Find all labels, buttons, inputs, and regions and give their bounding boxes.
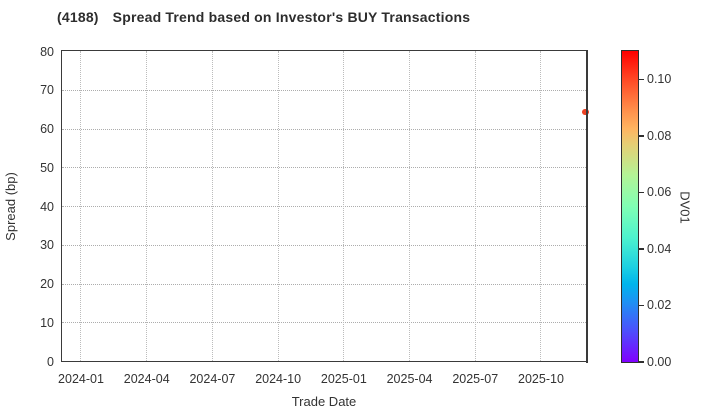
y-tick-label: 20: [40, 277, 54, 291]
y-tick-label: 0: [47, 354, 54, 369]
y-tick-label: 10: [40, 315, 54, 330]
v-gridline: [277, 51, 279, 361]
h-gridline: [62, 128, 586, 130]
h-gridline: [62, 244, 586, 246]
x-tick-label: 2024-01: [58, 372, 104, 386]
colorbar: [621, 50, 639, 363]
y-tick-label: 70: [40, 83, 54, 98]
colorbar-tick-label: 0.00: [647, 355, 672, 369]
x-tick-label: 2025-01: [320, 372, 367, 386]
colorbar-tick-label: 0.04: [647, 241, 672, 256]
y-tick-label: 60: [40, 122, 54, 136]
h-gridline: [62, 167, 586, 169]
y-axis-label: Spread (bp): [3, 172, 18, 241]
x-tick-label: 2024-07: [189, 372, 236, 386]
v-gridline: [80, 51, 82, 361]
chart-title: (4188) Spread Trend based on Investor's B…: [57, 9, 470, 25]
colorbar-tick-mark: [639, 78, 644, 80]
v-gridline: [540, 51, 542, 361]
y-tick-label: 40: [40, 199, 54, 214]
v-gridline: [146, 51, 148, 361]
x-tick-label: 2025-04: [386, 372, 433, 386]
colorbar-tick-mark: [639, 135, 644, 137]
colorbar-tick-label: 0.08: [647, 128, 672, 143]
v-gridline: [211, 51, 213, 361]
right-spine: [586, 49, 588, 363]
h-gridline: [62, 206, 586, 207]
x-tick-label: 2024-04: [123, 372, 170, 386]
colorbar-tick-label: 0.06: [647, 185, 672, 200]
v-gridline: [409, 51, 411, 361]
plot-area: [61, 49, 589, 363]
x-tick-label: 2024-10: [255, 372, 302, 386]
v-gridline: [343, 51, 345, 361]
colorbar-tick-label: 0.02: [647, 298, 672, 313]
y-tick-label: 30: [40, 238, 54, 253]
h-gridline: [62, 89, 586, 91]
colorbar-tick-mark: [639, 248, 644, 250]
h-gridline: [62, 283, 586, 285]
colorbar-tick-mark: [639, 191, 644, 194]
colorbar-tick-label: 0.10: [647, 72, 672, 87]
h-gridline: [62, 322, 586, 324]
colorbar-tick-mark: [639, 304, 644, 307]
y-tick-label: 80: [40, 44, 54, 59]
scatter-point: [582, 108, 589, 116]
chart-title-text: Spread Trend based on Investor's BUY Tra…: [112, 9, 471, 25]
x-tick-label: 2025-10: [518, 372, 564, 386]
x-axis-label: Trade Date: [291, 394, 357, 409]
y-tick-label: 50: [40, 160, 54, 175]
ticker-code: (4188): [57, 9, 99, 25]
colorbar-tick-mark: [639, 361, 644, 363]
v-gridline: [474, 51, 476, 361]
colorbar-label: DV01: [677, 191, 693, 224]
x-tick-label: 2025-07: [452, 372, 499, 386]
